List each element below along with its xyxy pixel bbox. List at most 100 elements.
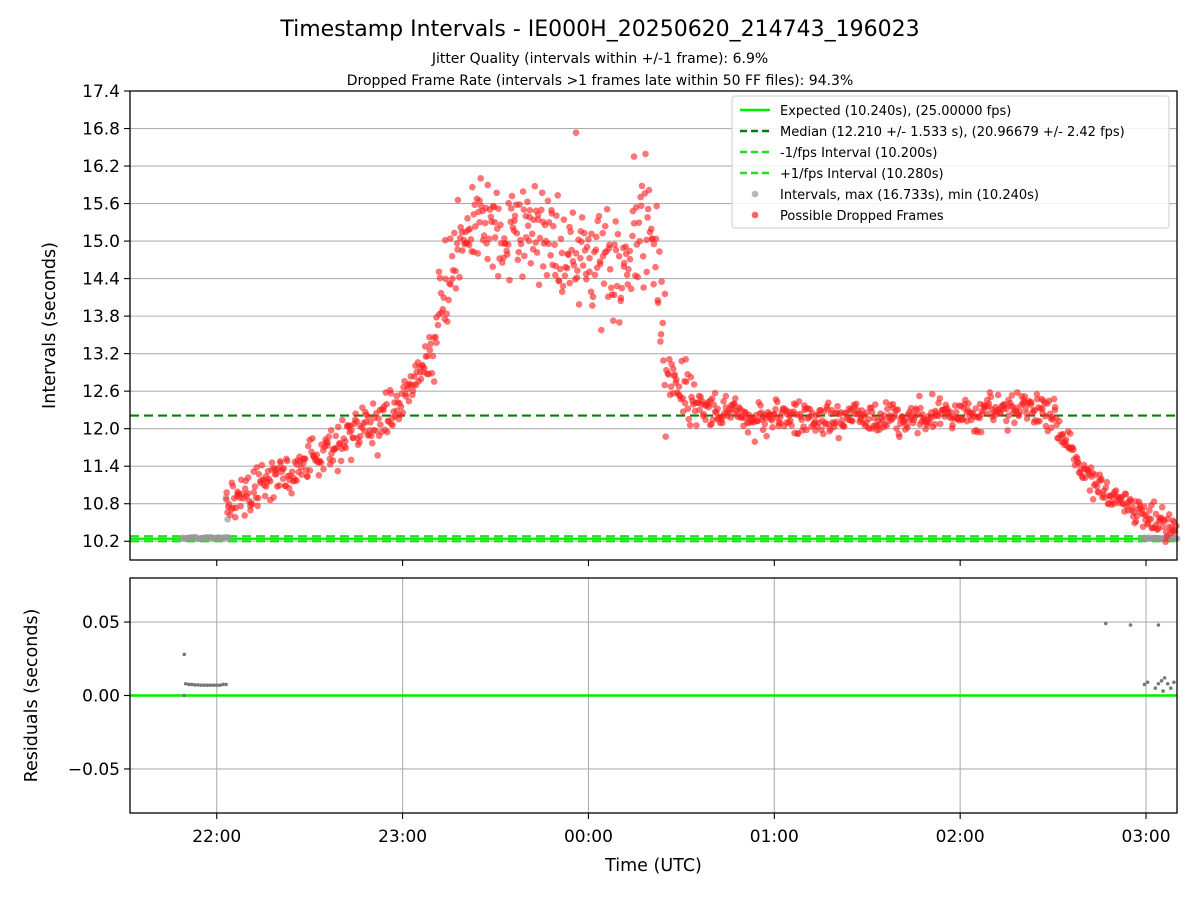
interval-point xyxy=(225,534,232,541)
dropped-frame-point xyxy=(528,230,536,238)
dropped-frame-point xyxy=(538,189,546,197)
dropped-frame-point xyxy=(1062,436,1070,443)
dropped-frame-point xyxy=(636,237,643,245)
dropped-frame-point xyxy=(1011,419,1018,427)
top-y-tick-label: 10.8 xyxy=(82,495,120,515)
dropped-frame-point xyxy=(684,405,692,412)
dropped-frame-point xyxy=(660,357,667,364)
dropped-frame-point xyxy=(375,415,382,422)
dropped-frame-point xyxy=(1159,523,1166,530)
dropped-frame-point xyxy=(687,373,695,381)
dropped-frame-point xyxy=(865,415,873,423)
residual-point xyxy=(187,682,191,687)
dropped-frame-point xyxy=(301,455,309,463)
residual-point xyxy=(1162,676,1167,680)
dropped-frame-point xyxy=(1112,487,1120,494)
residual-point xyxy=(1169,686,1173,690)
dropped-frame-point xyxy=(639,253,647,260)
legend-swatch-dot xyxy=(751,211,759,219)
dropped-frame-point xyxy=(399,409,407,416)
dropped-frame-point xyxy=(471,201,479,209)
dropped-frame-point xyxy=(484,255,491,263)
dropped-frame-point xyxy=(456,273,463,281)
dropped-frame-point xyxy=(476,197,483,204)
dropped-frame-point xyxy=(727,414,734,421)
dropped-frame-point xyxy=(625,265,632,273)
dropped-frame-point xyxy=(553,212,560,219)
dropped-frame-point xyxy=(1074,459,1082,466)
dropped-frame-point xyxy=(519,273,526,280)
dropped-frame-point xyxy=(1048,424,1055,432)
bottom-y-tick-label: 0.05 xyxy=(82,613,120,633)
dropped-frame-point xyxy=(325,433,333,441)
dropped-frame-point xyxy=(917,404,924,412)
dropped-frame-point xyxy=(520,252,528,260)
dropped-frame-point xyxy=(581,229,588,237)
dropped-frame-point xyxy=(435,268,443,276)
legend-label: +1/fps Interval (10.280s) xyxy=(780,167,944,182)
dropped-frame-point xyxy=(342,444,350,452)
dropped-frame-point xyxy=(611,241,618,249)
top-y-tick-label: 13.2 xyxy=(82,345,120,365)
dropped-frame-point xyxy=(972,405,979,412)
dropped-frame-point xyxy=(585,236,592,243)
dropped-frame-point xyxy=(936,395,944,402)
residual-point xyxy=(218,683,222,688)
dropped-frame-point xyxy=(525,237,533,245)
dropped-frame-point xyxy=(517,240,525,248)
dropped-frame-point xyxy=(711,389,719,397)
dropped-frame-point xyxy=(871,401,879,408)
dropped-frame-point xyxy=(288,468,296,475)
dropped-frame-point xyxy=(825,399,832,407)
top-x-ticks xyxy=(216,560,1147,566)
dropped-frame-point xyxy=(623,271,631,279)
dropped-frame-point xyxy=(647,225,655,233)
dropped-frame-point xyxy=(569,209,577,216)
dropped-frame-point xyxy=(650,240,658,248)
dropped-frame-point xyxy=(447,281,454,288)
dropped-frame-point xyxy=(507,205,515,212)
dropped-frame-point xyxy=(315,471,323,479)
dropped-frame-point xyxy=(464,215,471,222)
dropped-frame-point xyxy=(1150,498,1158,505)
dropped-frame-point xyxy=(1021,393,1029,400)
dropped-frame-point xyxy=(586,254,593,262)
dropped-frame-point xyxy=(513,229,521,237)
dropped-frame-point xyxy=(320,465,327,473)
dropped-frame-point xyxy=(645,186,653,194)
dropped-frame-point xyxy=(374,452,381,459)
dropped-frame-point xyxy=(577,254,584,262)
residual-point xyxy=(224,682,228,687)
subtitle-jitter: Jitter Quality (intervals within +/-1 fr… xyxy=(431,51,768,67)
dropped-frame-point xyxy=(313,451,321,459)
dropped-frame-point xyxy=(630,153,638,160)
dropped-frame-point xyxy=(393,392,401,400)
dropped-frame-point xyxy=(443,310,450,318)
dropped-frame-point xyxy=(673,376,680,384)
dropped-frame-point xyxy=(994,391,1002,399)
bottom-y-tick-label: −0.05 xyxy=(68,760,120,780)
dropped-frame-point xyxy=(612,218,619,225)
dropped-frame-point xyxy=(1070,446,1077,453)
dropped-frame-point xyxy=(1023,409,1030,417)
dropped-frame-point xyxy=(1008,392,1016,399)
dropped-frame-point xyxy=(1132,518,1140,525)
dropped-frame-point xyxy=(429,352,437,360)
dropped-frame-point xyxy=(1122,491,1130,498)
residual-point xyxy=(1153,686,1158,690)
dropped-frame-point xyxy=(253,464,261,471)
dropped-frame-point xyxy=(744,429,752,436)
dropped-frame-point xyxy=(657,338,664,345)
dropped-frame-point xyxy=(682,355,690,363)
dropped-frame-point xyxy=(250,489,258,496)
dropped-frame-point xyxy=(1004,427,1011,434)
dropped-frame-point xyxy=(244,474,252,481)
dropped-frame-point xyxy=(442,275,449,283)
dropped-frame-point xyxy=(538,206,545,214)
dropped-frame-point xyxy=(1056,417,1063,425)
dropped-frame-point xyxy=(838,416,846,424)
dropped-frame-point xyxy=(578,238,585,245)
x-axis-label: Time (UTC) xyxy=(604,856,702,876)
dropped-frame-point xyxy=(276,482,283,489)
dropped-frame-point xyxy=(511,212,519,220)
